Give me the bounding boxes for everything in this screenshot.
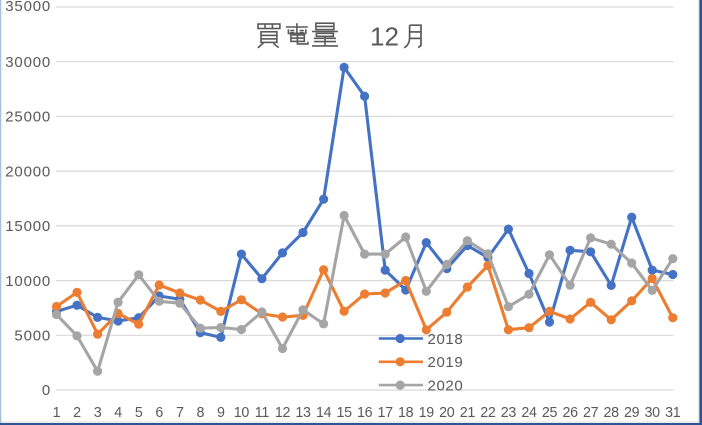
- svg-text:3: 3: [94, 405, 102, 421]
- svg-text:6: 6: [155, 405, 163, 421]
- svg-text:8: 8: [196, 405, 204, 421]
- svg-text:19: 19: [419, 405, 435, 421]
- svg-text:28: 28: [604, 405, 620, 421]
- svg-text:29: 29: [624, 405, 640, 421]
- svg-text:21: 21: [460, 405, 476, 421]
- svg-text:25000: 25000: [5, 109, 51, 126]
- svg-text:35000: 35000: [5, 0, 51, 15]
- svg-text:26: 26: [562, 405, 578, 421]
- svg-text:7: 7: [176, 405, 184, 421]
- svg-text:31: 31: [665, 405, 681, 421]
- svg-text:25: 25: [542, 405, 558, 421]
- svg-text:10000: 10000: [5, 273, 51, 290]
- svg-text:27: 27: [583, 405, 599, 421]
- svg-text:11: 11: [255, 405, 270, 421]
- svg-text:24: 24: [521, 405, 537, 421]
- svg-text:30000: 30000: [5, 54, 51, 71]
- svg-text:18: 18: [398, 405, 414, 421]
- svg-text:16: 16: [357, 405, 373, 421]
- svg-text:20000: 20000: [5, 163, 51, 180]
- svg-text:15: 15: [336, 405, 352, 421]
- svg-text:12: 12: [275, 405, 291, 421]
- svg-text:5: 5: [135, 405, 143, 421]
- svg-text:2: 2: [73, 405, 81, 421]
- svg-text:1: 1: [53, 405, 61, 421]
- svg-text:22: 22: [480, 405, 496, 421]
- svg-text:10: 10: [234, 405, 250, 421]
- svg-text:14: 14: [316, 405, 332, 421]
- svg-text:17: 17: [378, 405, 394, 421]
- svg-text:0: 0: [42, 382, 51, 399]
- svg-text:9: 9: [217, 405, 225, 421]
- svg-text:15000: 15000: [5, 218, 51, 235]
- svg-text:23: 23: [501, 405, 517, 421]
- svg-text:13: 13: [295, 405, 311, 421]
- svg-text:5000: 5000: [14, 328, 51, 345]
- svg-text:4: 4: [114, 405, 122, 421]
- svg-text:2020: 2020: [428, 377, 464, 394]
- svg-text:20: 20: [439, 405, 455, 421]
- svg-text:30: 30: [645, 405, 661, 421]
- svg-text:2019: 2019: [428, 354, 464, 371]
- svg-text:2018: 2018: [428, 331, 464, 348]
- svg-text:12: 12: [370, 21, 399, 51]
